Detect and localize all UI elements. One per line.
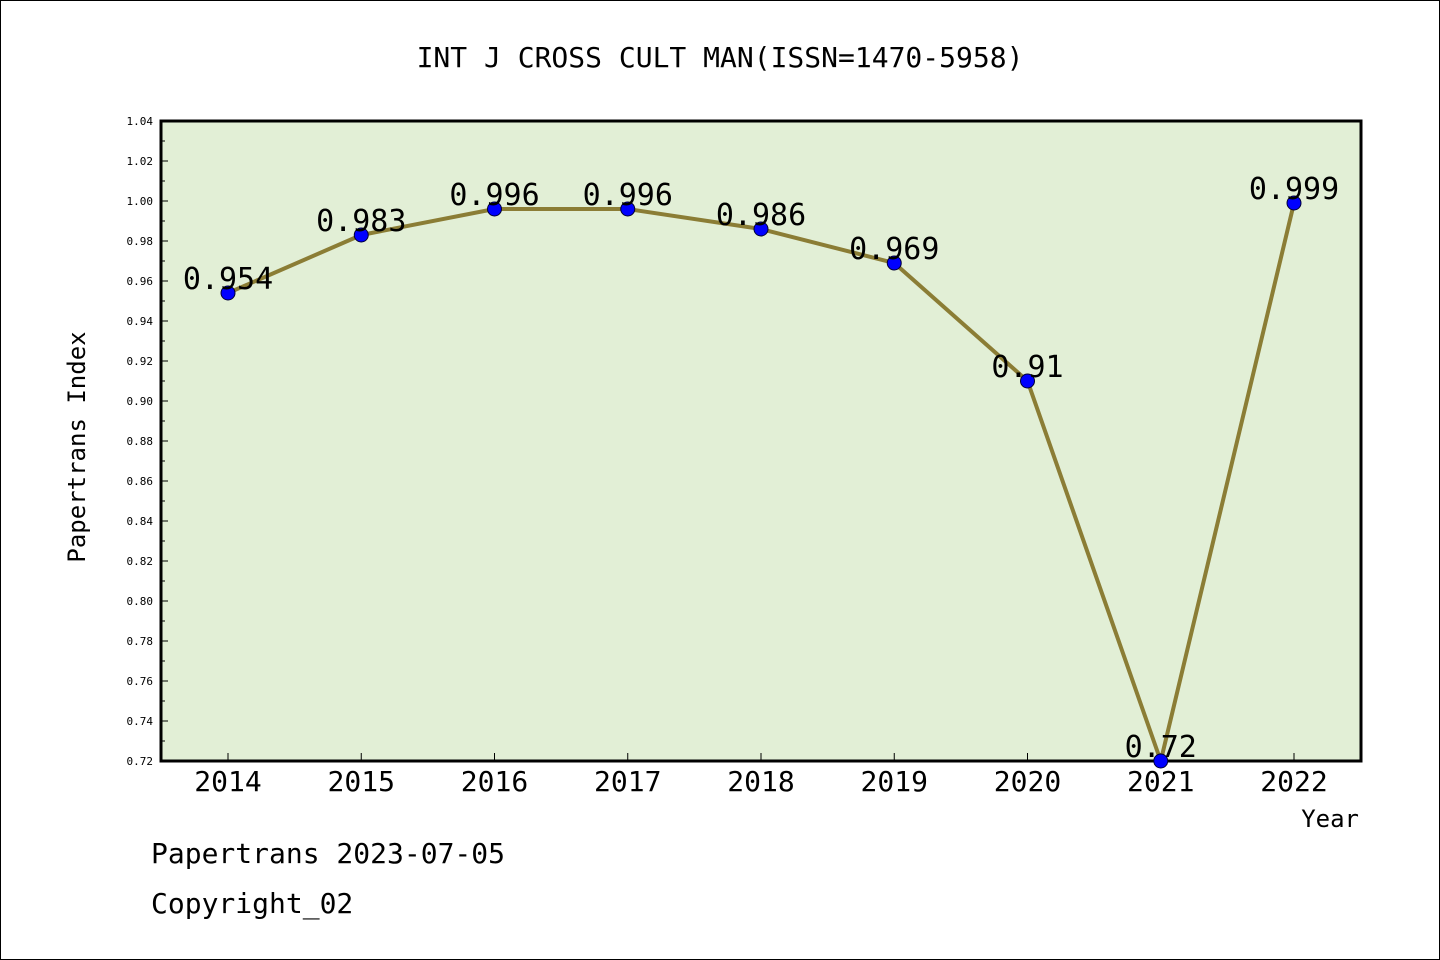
x-tick-label: 2017	[594, 765, 661, 798]
data-points-group	[220, 195, 1302, 769]
x-axis-title: Year	[1301, 805, 1359, 833]
footer-copyright-line: Copyright_02	[151, 887, 354, 920]
y-tick-label: 0.86	[127, 475, 154, 488]
y-tick-label: 0.96	[127, 275, 154, 288]
data-point	[1153, 753, 1169, 769]
y-tick-label: 1.04	[127, 115, 154, 128]
data-label: 0.996	[449, 178, 539, 213]
data-point	[753, 221, 769, 237]
x-tick-label: 2021	[1127, 765, 1194, 798]
x-tick-label: 2019	[861, 765, 928, 798]
y-tick-label: 0.98	[127, 235, 154, 248]
data-label: 0.996	[583, 178, 673, 213]
x-axis: 2014 2015 2016 2017 2018 2019 2020 2021 2022	[194, 753, 1328, 798]
y-tick-label: 0.88	[127, 435, 154, 448]
y-tick-label: 0.84	[127, 515, 154, 528]
data-point	[220, 285, 236, 301]
x-tick-label: 2016	[461, 765, 528, 798]
y-tick-label: 0.72	[127, 755, 154, 768]
y-tick-label: 0.80	[127, 595, 154, 608]
y-tick-label: 0.90	[127, 395, 154, 408]
data-label: 0.983	[316, 204, 406, 239]
y-tick-label: 1.02	[127, 155, 154, 168]
y-tick-label: 0.82	[127, 555, 154, 568]
footer-date-line: Papertrans 2023-07-05	[151, 837, 506, 870]
chart-title: INT J CROSS CULT MAN(ISSN=1470-5958)	[417, 41, 1024, 74]
y-tick-label: 0.94	[127, 315, 154, 328]
data-label: 0.954	[183, 262, 273, 297]
x-tick-label: 2015	[328, 765, 395, 798]
data-label: 0.91	[991, 350, 1063, 385]
data-point	[620, 201, 636, 217]
data-point	[1020, 373, 1035, 389]
y-tick-label: 0.78	[127, 635, 154, 648]
data-label: 0.72	[1125, 730, 1197, 765]
data-labels-group: 0.954 0.983 0.996 0.996 0.986 0.969 0.91 0.72 0.…	[183, 172, 1339, 765]
x-tick-label: 2018	[727, 765, 794, 798]
data-point	[353, 227, 369, 243]
data-point	[1286, 195, 1302, 211]
data-point	[886, 255, 902, 271]
x-tick-label: 2022	[1260, 765, 1327, 798]
data-label: 0.986	[716, 198, 806, 233]
data-point	[487, 201, 502, 217]
y-axis-title: Papertrans Index	[63, 331, 91, 562]
data-label: 0.999	[1249, 172, 1339, 207]
x-tick-label: 2014	[194, 765, 261, 798]
y-tick-label: 1.00	[127, 195, 154, 208]
y-tick-label: 0.74	[127, 715, 154, 728]
y-axis: 0.72 0.74 0.76 0.78 0.80 0.82 0.84 0.86 0.88 0.90…	[127, 115, 168, 768]
y-tick-label: 0.92	[127, 355, 154, 368]
x-tick-label: 2020	[994, 765, 1061, 798]
y-tick-label: 0.76	[127, 675, 154, 688]
data-label: 0.969	[849, 232, 939, 267]
